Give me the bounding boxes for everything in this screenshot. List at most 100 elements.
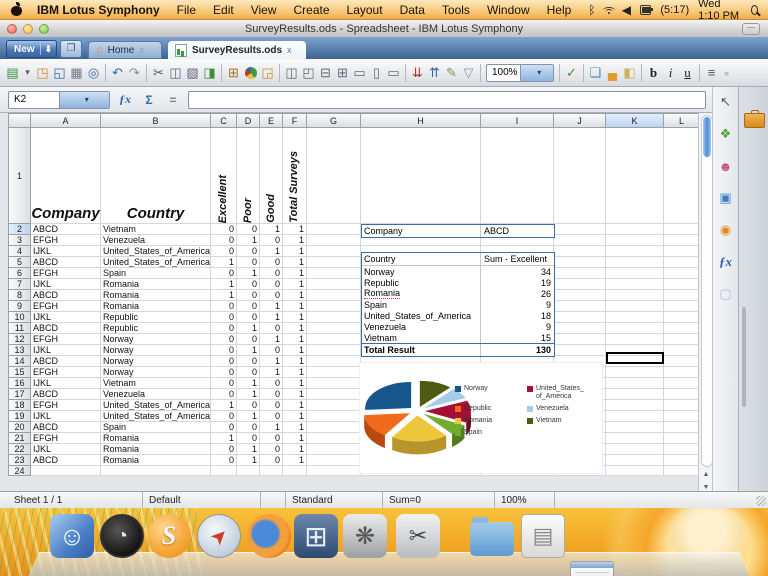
cell[interactable] [554, 312, 606, 323]
cell[interactable] [554, 323, 606, 334]
open-document-button[interactable]: ❐ [60, 40, 82, 58]
insert-column-icon[interactable]: ⊞ [337, 64, 348, 80]
cell[interactable] [307, 257, 361, 268]
cell[interactable] [481, 235, 554, 246]
underline-icon[interactable]: u [684, 64, 691, 80]
cell[interactable]: 1 [237, 389, 260, 400]
cell[interactable]: ABCD [31, 257, 101, 268]
cell[interactable]: 0 [211, 312, 237, 323]
name-box[interactable]: K2 ▾ [8, 90, 110, 109]
cell[interactable]: IJKL [31, 378, 101, 389]
cell[interactable]: 1 [211, 257, 237, 268]
cell[interactable]: Romania [101, 455, 211, 466]
filter-icon[interactable]: ▽ [463, 64, 474, 80]
copy-icon[interactable]: ◫ [169, 64, 182, 80]
menu-clock[interactable]: Wed 1:10 PM [698, 0, 740, 22]
cell[interactable]: 0 [211, 422, 237, 433]
cell[interactable]: 1 [283, 400, 307, 411]
pivot-filter-value[interactable]: ABCD [484, 226, 510, 236]
functions-panel-icon[interactable]: ƒx [719, 254, 732, 269]
panel-scrollbar[interactable] [742, 307, 746, 407]
cell[interactable]: ABCD [31, 422, 101, 433]
function-wizard-icon[interactable]: ƒx [119, 92, 131, 106]
cell[interactable]: Norway [101, 367, 211, 378]
tab-home[interactable]: ⌂ Home x [88, 41, 162, 59]
cell[interactable] [606, 246, 664, 257]
cell[interactable]: 0 [237, 246, 260, 257]
formula-input[interactable] [188, 90, 706, 109]
alignment-icon[interactable]: ≡ [707, 65, 716, 80]
cell[interactable]: 1 [211, 400, 237, 411]
cell[interactable] [664, 378, 699, 389]
cell[interactable]: Norway [101, 345, 211, 356]
cell[interactable]: 0 [260, 345, 283, 356]
cell[interactable]: EFGH [31, 367, 101, 378]
cell[interactable] [606, 235, 664, 246]
zoom-combo[interactable]: 100% ▾ [486, 63, 554, 82]
column-header-J[interactable]: J [554, 114, 606, 128]
cell[interactable]: Venezuela [101, 235, 211, 246]
row-header-5[interactable]: 5 [9, 257, 31, 268]
cell[interactable]: 1 [237, 444, 260, 455]
cell[interactable]: 0 [237, 367, 260, 378]
cell[interactable]: 1 [283, 301, 307, 312]
cell[interactable]: Romania [101, 301, 211, 312]
cell[interactable]: 0 [237, 356, 260, 367]
cell[interactable] [307, 433, 361, 444]
cell[interactable]: 1 [237, 411, 260, 422]
row-header-7[interactable]: 7 [9, 279, 31, 290]
row-header-24[interactable]: 24 [9, 466, 31, 476]
cell[interactable]: 0 [237, 257, 260, 268]
cell[interactable] [664, 128, 699, 224]
cell[interactable]: 0 [211, 268, 237, 279]
cell[interactable]: ABCD [31, 290, 101, 301]
chart-object[interactable]: Norway Republic Romania Spain United_States_… [359, 362, 603, 474]
cell[interactable] [664, 444, 699, 455]
sidebar-toggle-icon[interactable]: ◧ [623, 64, 636, 80]
cell[interactable] [307, 128, 361, 224]
close-tab-icon[interactable]: x [287, 45, 292, 55]
cell[interactable] [664, 433, 699, 444]
cell[interactable]: 0 [211, 356, 237, 367]
cell[interactable]: 0 [260, 433, 283, 444]
cell[interactable]: IJKL [31, 411, 101, 422]
cell[interactable] [664, 345, 699, 356]
cell[interactable]: ABCD [31, 389, 101, 400]
cell[interactable] [664, 356, 699, 367]
menu-tools[interactable]: Tools [441, 2, 470, 17]
cell[interactable]: 0 [260, 290, 283, 301]
cell[interactable] [554, 224, 606, 235]
spellcheck-icon[interactable]: ✓ [566, 64, 577, 80]
cell[interactable] [554, 290, 606, 301]
cell[interactable]: 1 [283, 455, 307, 466]
properties-icon[interactable]: ❖ [719, 126, 732, 141]
dashboard-icon[interactable]: ◔ [100, 514, 144, 558]
cell[interactable]: Republic [101, 312, 211, 323]
cell[interactable] [554, 466, 606, 476]
zoom-dropdown-icon[interactable]: ▾ [519, 64, 553, 81]
cell[interactable]: 1 [260, 367, 283, 378]
cell[interactable] [664, 279, 699, 290]
minimize-window-button[interactable] [23, 23, 33, 34]
cell[interactable]: 1 [283, 444, 307, 455]
cell[interactable]: 1 [283, 257, 307, 268]
cell[interactable]: 0 [211, 323, 237, 334]
cell[interactable]: 1 [283, 422, 307, 433]
cell[interactable]: 0 [260, 268, 283, 279]
cell[interactable]: Republic [101, 323, 211, 334]
cell[interactable]: 1 [237, 235, 260, 246]
hidden-panel-icon[interactable]: ▢ [719, 286, 732, 301]
cell[interactable] [307, 356, 361, 367]
cell[interactable]: Romania [101, 279, 211, 290]
menu-edit[interactable]: Edit [213, 2, 234, 17]
cell[interactable]: 1 [283, 323, 307, 334]
cell[interactable]: ABCD [31, 455, 101, 466]
cell[interactable]: 1 [283, 356, 307, 367]
new-dropdown-icon[interactable]: ▾ [25, 67, 30, 77]
toolbox-icon[interactable]: ▄ [607, 65, 618, 80]
cell[interactable] [664, 224, 699, 235]
cell[interactable] [554, 235, 606, 246]
cell[interactable] [361, 128, 481, 224]
column-header-A[interactable]: A [31, 114, 101, 128]
close-tab-icon[interactable]: x [139, 45, 144, 55]
